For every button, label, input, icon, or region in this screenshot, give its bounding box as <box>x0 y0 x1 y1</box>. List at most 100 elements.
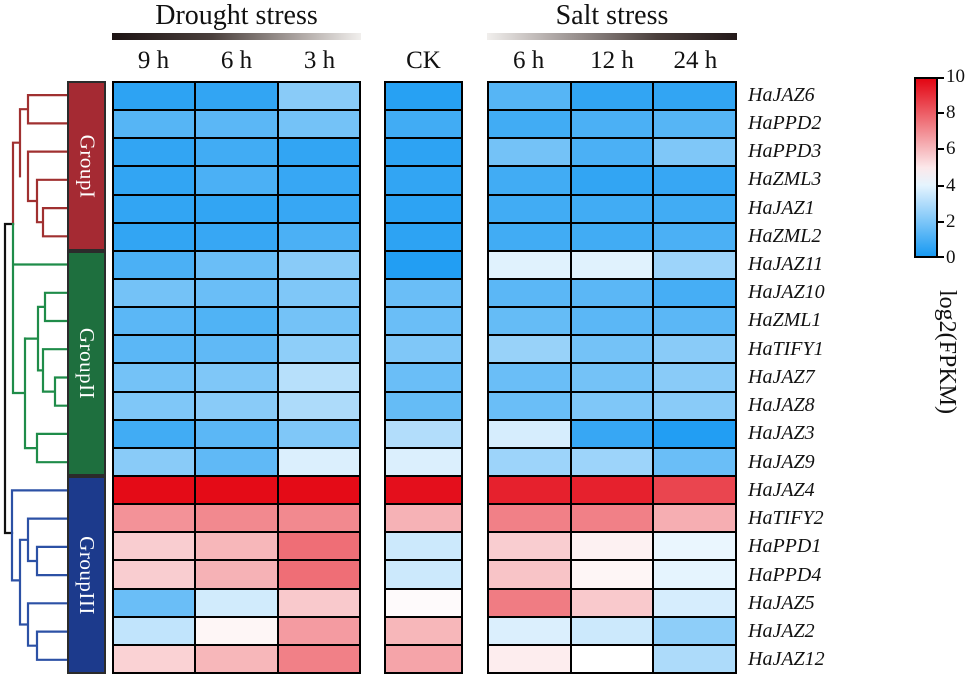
dendrogram-group1 <box>11 94 68 238</box>
heatmap-cell <box>489 83 570 110</box>
heatmap-cell <box>654 561 735 588</box>
heatmap-cell <box>386 561 461 588</box>
heatmap-cell <box>114 251 195 278</box>
group-bars: GroupI GroupII GroupIII <box>67 81 106 674</box>
heatmap-cell <box>571 589 653 616</box>
heatmap-cell <box>196 476 277 504</box>
heatmap-cell <box>278 392 359 419</box>
legend-tick-mark <box>938 220 944 223</box>
heatmap-cell <box>489 476 570 504</box>
heatmap-cell <box>278 476 359 504</box>
heatmap-cell <box>489 111 570 138</box>
heatmap-cell <box>386 364 461 391</box>
heatmap-cell <box>386 617 461 644</box>
heatmap-cell <box>386 223 461 250</box>
heatmap-cell <box>196 111 277 138</box>
heatmap-cell <box>278 223 359 250</box>
heatmap-cell <box>654 645 735 672</box>
legend-ticks: 10 8 6 4 2 0 <box>938 67 967 268</box>
heatmap-cell <box>386 336 461 363</box>
heatmap-block-ck <box>384 81 463 674</box>
group-bar-label: GroupII <box>75 328 99 400</box>
heatmap-cell <box>386 195 461 222</box>
heatmap-cell <box>654 111 735 138</box>
heatmap-cell <box>654 336 735 363</box>
heatmap-cell <box>571 308 653 335</box>
heatmap-cell <box>114 645 195 672</box>
heatmap-cell <box>654 195 735 222</box>
heatmap-cell <box>489 139 570 166</box>
heatmap-cell <box>114 83 195 110</box>
heatmap-cell <box>196 223 277 250</box>
heatmap-cell <box>386 505 461 532</box>
heatmap-cell <box>489 617 570 644</box>
gene-label: HaJAZ3 <box>748 422 815 445</box>
heatmap-cell <box>196 392 277 419</box>
heatmap-cell <box>386 139 461 166</box>
heatmap-cell <box>196 83 277 110</box>
salt-column-labels: 6 h 12 h 24 h <box>487 46 737 76</box>
heatmap-cell <box>654 476 735 504</box>
gene-label: HaJAZ9 <box>748 450 815 473</box>
heatmap-cell <box>489 645 570 672</box>
heatmap-block-salt <box>487 81 737 674</box>
heatmap-cell <box>114 448 195 475</box>
heatmap-cell <box>654 279 735 307</box>
group-bar-label: GroupIII <box>75 535 100 615</box>
heatmap-cell <box>278 561 359 588</box>
heatmap-cell <box>571 645 653 672</box>
gene-label: HaZML2 <box>748 224 822 247</box>
drought-gradient-bar <box>112 33 361 40</box>
legend-axis-label: log2(FPKM) <box>934 289 960 415</box>
dendrogram-group3 <box>10 489 68 661</box>
column-label: 6 h <box>513 47 545 74</box>
heatmap-cell <box>654 617 735 644</box>
dendrogram-group2 <box>11 222 68 464</box>
heatmap-cell <box>196 617 277 644</box>
heatmap-cell <box>654 533 735 560</box>
heatmap-cell <box>196 336 277 363</box>
heatmap-cell <box>489 336 570 363</box>
gene-label: HaJAZ5 <box>748 591 815 614</box>
heatmap-cell <box>571 83 653 110</box>
heatmap-cell <box>278 336 359 363</box>
legend-tick-value: 6 <box>946 138 956 160</box>
heatmap-cell <box>196 533 277 560</box>
heatmap-cell <box>278 251 359 278</box>
heatmap-cell <box>571 533 653 560</box>
heatmap-cell <box>654 505 735 532</box>
heatmap-cell <box>489 533 570 560</box>
heatmap-cell <box>489 251 570 278</box>
heatmap-cell <box>571 167 653 194</box>
group-bar-groupiii: GroupIII <box>67 476 106 674</box>
heatmap-cell <box>278 111 359 138</box>
column-label: 12 h <box>590 47 634 74</box>
heatmap-cell <box>571 364 653 391</box>
heatmap-cell <box>196 364 277 391</box>
gene-label: HaJAZ10 <box>748 281 825 304</box>
heatmap-cell <box>571 561 653 588</box>
heatmap-cell <box>278 364 359 391</box>
heatmap-cell <box>278 139 359 166</box>
legend-tick-mark <box>938 184 944 187</box>
legend-tick-value: 10 <box>946 66 965 87</box>
heatmap-cell <box>654 167 735 194</box>
heatmap-cell <box>386 251 461 278</box>
heatmap-cell <box>114 195 195 222</box>
heatmap-cell <box>114 223 195 250</box>
heatmap-cell <box>489 364 570 391</box>
gene-label: HaJAZ7 <box>748 365 815 388</box>
heatmap-cell <box>489 223 570 250</box>
heatmap-cell <box>571 392 653 419</box>
heatmap-cell <box>278 279 359 307</box>
gene-label: HaZML1 <box>748 309 822 332</box>
heatmap-cell <box>571 139 653 166</box>
group-bar-label: GroupI <box>75 134 99 198</box>
heatmap-cell <box>114 476 195 504</box>
gene-row-labels: HaJAZ6 HaPPD2 HaPPD3 HaZML3 HaJAZ1 HaZML2 HaJA… <box>748 81 958 674</box>
heatmap-cell <box>654 83 735 110</box>
legend-tick-value: 2 <box>946 210 956 232</box>
heatmap-cell <box>386 308 461 335</box>
heatmap-cell <box>196 251 277 278</box>
